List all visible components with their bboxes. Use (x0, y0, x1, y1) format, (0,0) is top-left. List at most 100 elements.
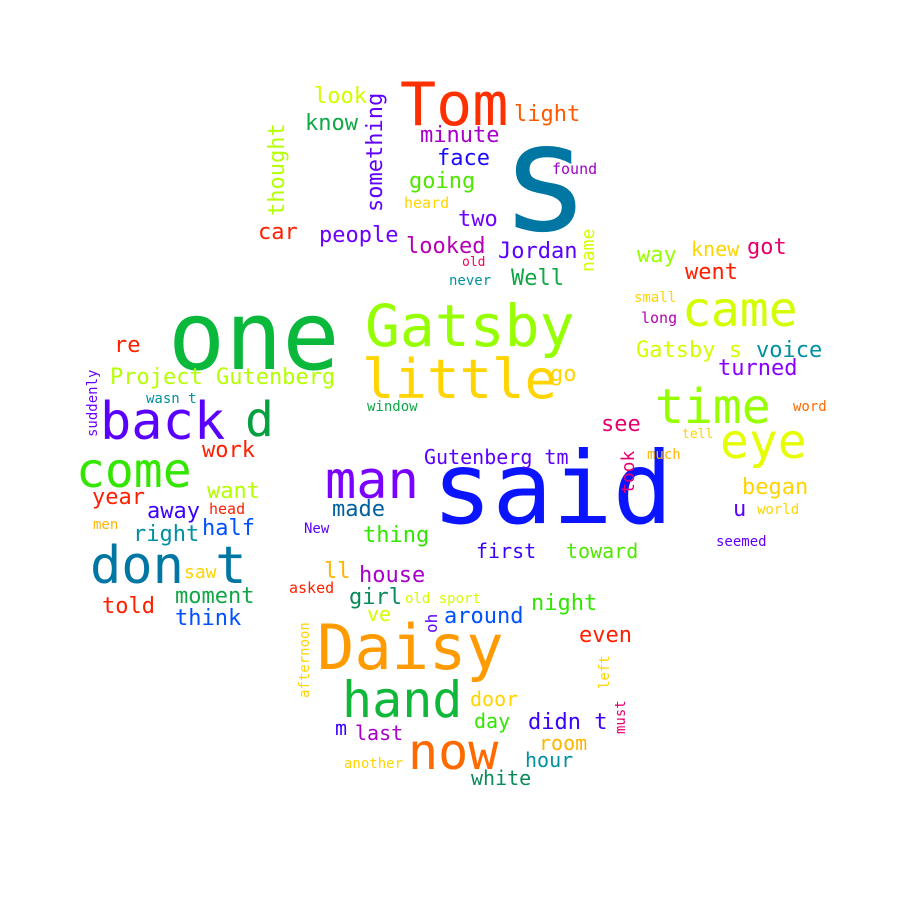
word-go: go (550, 362, 577, 387)
word-word: word (793, 399, 827, 415)
word-tom: Tom (400, 70, 509, 140)
word-think: think (175, 606, 242, 631)
word-way: way (637, 243, 677, 268)
word-well: Well (511, 266, 564, 291)
word-took: took (618, 450, 639, 494)
word-year: year (92, 485, 145, 510)
word-old-sport: old sport (405, 591, 481, 607)
word-went: went (685, 260, 738, 285)
word-eye: eye (720, 414, 807, 470)
word-even: even (579, 623, 632, 648)
word-suddenly: suddenly (85, 369, 101, 437)
word-gatsby: Gatsby (365, 292, 575, 360)
word-asked: asked (289, 579, 335, 597)
word-room: room (539, 731, 588, 755)
word-found: found (552, 160, 598, 178)
word-turned: turned (718, 356, 798, 381)
word-daisy: Daisy (317, 611, 504, 684)
word-thought: thought (265, 123, 290, 216)
word-never: never (449, 273, 492, 289)
word-u: u (733, 497, 747, 522)
word-began: began (742, 475, 809, 500)
word-want: want (207, 479, 260, 504)
word-man: man (325, 451, 419, 511)
word-small: small (634, 290, 677, 306)
word-much: much (647, 447, 681, 463)
word-tell: tell (682, 427, 714, 442)
word-people: people (319, 223, 399, 248)
word-told: told (102, 594, 155, 619)
word-said: said (432, 430, 673, 547)
word-ll: ll (324, 559, 351, 584)
word-s: s (500, 92, 591, 266)
word-two: two (458, 207, 498, 232)
word-look: look (314, 84, 367, 109)
word-wasnt: wasn t (146, 391, 197, 407)
word-door: door (470, 687, 519, 711)
word-toward: toward (566, 539, 639, 563)
word-away: away (147, 499, 200, 524)
word-come: come (76, 443, 192, 499)
word-made: made (332, 497, 385, 522)
word-old-1: old (462, 255, 486, 270)
word-work: work (202, 438, 255, 463)
word-half: half (202, 516, 255, 541)
word-minute: minute (420, 123, 500, 148)
word-gatsbys: Gatsby s (636, 338, 742, 363)
word-long: long (641, 309, 678, 327)
word-re: re (114, 333, 141, 358)
word-afternoon: afternoon (297, 622, 313, 698)
word-something: something (363, 92, 388, 212)
word-thing: thing (363, 523, 430, 548)
word-d: d (245, 392, 274, 448)
word-project-gutenberg: Project Gutenberg (110, 365, 336, 390)
word-another: another (344, 756, 404, 772)
word-white: white (471, 766, 532, 790)
word-jordan: Jordan (498, 239, 578, 264)
word-hand: hand (342, 671, 463, 729)
word-seemed: seemed (716, 534, 767, 550)
word-know: know (305, 111, 358, 136)
word-time: time (655, 379, 771, 435)
word-back: back (100, 392, 226, 452)
word-name: name (578, 228, 599, 272)
word-oh: oh (422, 613, 441, 633)
word-window: window (367, 399, 418, 415)
word-head: head (209, 500, 246, 518)
word-one: one (168, 282, 340, 392)
word-light: light (514, 102, 581, 127)
word-didnt: didn t (528, 710, 608, 735)
word-moment: moment (175, 584, 255, 609)
word-face: face (437, 146, 490, 171)
word-little: little (362, 348, 558, 411)
word-gutenberg-tm: Gutenberg tm (424, 445, 569, 469)
word-left: left (597, 655, 613, 689)
word-day: day (474, 709, 511, 733)
word-night: night (531, 591, 598, 616)
word-hour: hour (525, 748, 574, 772)
word-dont: don t (90, 536, 247, 596)
word-men: men (93, 517, 119, 533)
word-first: first (476, 539, 537, 563)
word-car: car (258, 220, 298, 245)
word-saw: saw (184, 562, 217, 583)
word-ve: ve (367, 602, 392, 626)
word-going: going (409, 169, 476, 194)
word-house: house (359, 563, 426, 588)
word-new: New (304, 521, 330, 537)
word-heard: heard (404, 194, 450, 212)
word-voice: voice (756, 338, 823, 363)
word-last: last (355, 721, 404, 745)
word-m: m (335, 716, 348, 740)
word-right: right (133, 522, 200, 547)
word-now: now (408, 723, 499, 781)
word-got: got (747, 235, 787, 260)
word-must: must (613, 700, 629, 734)
word-world: world (757, 502, 800, 518)
word-came: came (682, 282, 798, 338)
word-looked: looked (406, 234, 486, 259)
word-knew: knew (691, 237, 740, 261)
word-around: around (444, 604, 524, 629)
word-see: see (601, 412, 641, 437)
